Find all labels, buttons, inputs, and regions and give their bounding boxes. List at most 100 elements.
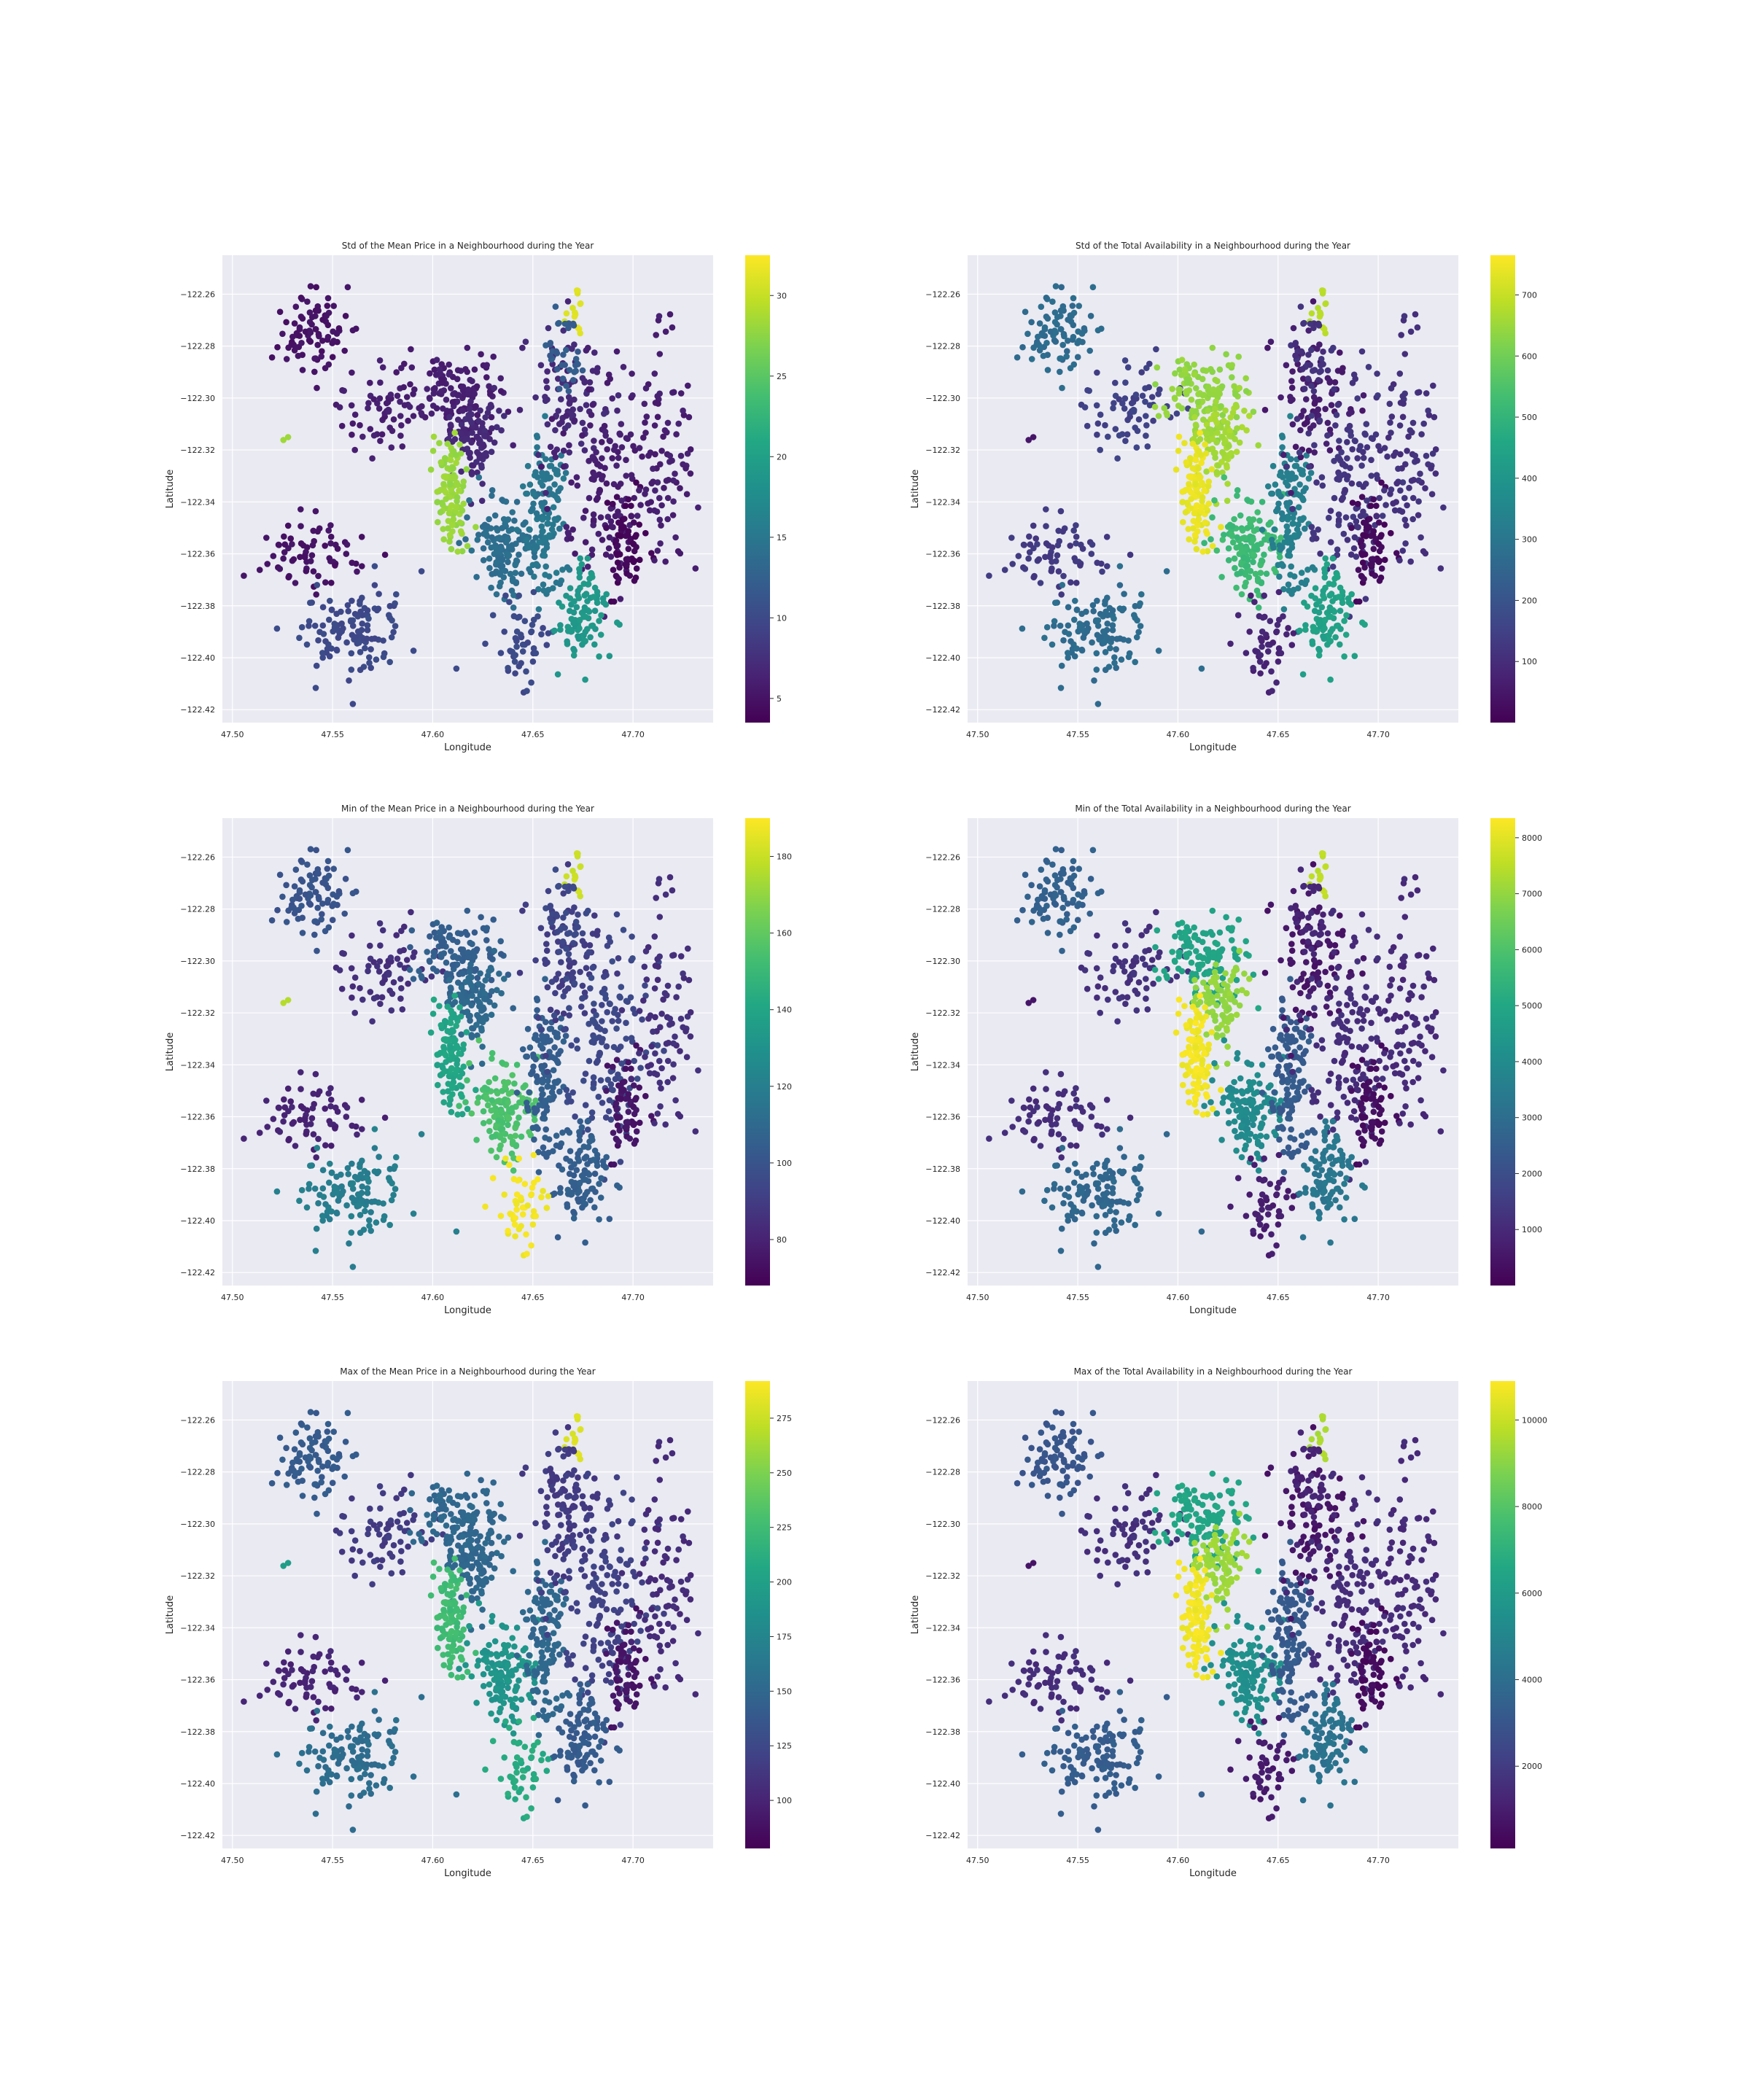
scatter-point	[359, 433, 366, 440]
scatter-point	[499, 1059, 505, 1066]
scatter-point	[592, 457, 599, 464]
scatter-point	[550, 521, 556, 528]
scatter-point	[556, 319, 562, 327]
scatter-point	[368, 646, 374, 653]
scatter-point	[505, 1121, 511, 1129]
scatter-point	[537, 362, 545, 369]
scatter-point	[1057, 918, 1065, 925]
scatter-point	[680, 407, 686, 414]
scatter-point	[1256, 591, 1262, 599]
scatter-point	[429, 448, 437, 454]
scatter-point	[1315, 620, 1322, 626]
scatter-point	[532, 394, 539, 401]
scatter-point	[557, 622, 564, 629]
scatter-point	[656, 914, 664, 920]
scatter-point	[1323, 561, 1331, 568]
scatter-point	[1291, 462, 1299, 470]
scatter-point	[459, 530, 465, 537]
scatter-point	[366, 1217, 373, 1224]
scatter-point	[347, 618, 354, 625]
scatter-point	[1087, 313, 1094, 319]
y-tick-label: −122.40	[180, 653, 215, 663]
scatter-point	[308, 876, 316, 884]
scatter-point	[1154, 364, 1161, 371]
scatter-point	[601, 422, 608, 429]
y-tick-label: −122.30	[925, 394, 960, 403]
scatter-point	[529, 621, 536, 629]
scatter-point	[654, 548, 661, 554]
scatter-point	[403, 394, 411, 400]
scatter-point	[1425, 407, 1431, 414]
scatter-point	[489, 571, 495, 578]
scatter-point	[319, 604, 327, 610]
scatter-point	[1059, 869, 1067, 876]
scatter-point	[489, 1097, 495, 1104]
scatter-point	[505, 1079, 511, 1086]
scatter-point	[1199, 367, 1207, 373]
scatter-point	[313, 284, 320, 291]
scatter-point	[1234, 612, 1242, 618]
scatter-point	[1070, 858, 1077, 865]
scatter-point	[1208, 536, 1214, 542]
scatter-point	[324, 333, 332, 341]
scatter-point	[1418, 534, 1424, 541]
scatter-point	[1344, 455, 1350, 462]
scatter-point	[456, 487, 462, 494]
scatter-point	[530, 491, 537, 497]
scatter-point	[322, 1142, 329, 1148]
scatter-point	[595, 530, 602, 537]
scatter-point	[652, 400, 659, 406]
scatter-point	[656, 1057, 663, 1065]
scatter-point	[280, 437, 287, 443]
scatter-point	[1070, 333, 1077, 341]
scatter-point	[1133, 444, 1140, 451]
scatter-point	[609, 455, 615, 462]
scatter-point	[349, 994, 355, 1001]
scatter-point	[1375, 443, 1382, 450]
scatter-point	[584, 1189, 591, 1195]
scatter-point	[1094, 431, 1100, 438]
scatter-point	[579, 367, 586, 374]
scatter-point	[584, 555, 591, 562]
x-tick-label: 47.65	[521, 730, 545, 739]
scatter-point	[1412, 311, 1419, 318]
scatter-point	[597, 514, 604, 521]
scatter-point	[544, 984, 551, 991]
scatter-point	[483, 450, 489, 456]
scatter-point	[597, 1194, 604, 1201]
scatter-point	[341, 347, 349, 354]
scatter-point	[1264, 648, 1272, 655]
scatter-point	[287, 1098, 295, 1105]
chart-panel: 47.50 47.55 47.60 47.65 47.70−122.26−122.28−…	[165, 241, 787, 753]
scatter-point	[1348, 524, 1355, 532]
scatter-point	[377, 438, 384, 444]
scatter-point	[545, 586, 552, 594]
scatter-point	[446, 934, 453, 941]
scatter-point	[1308, 592, 1315, 599]
scatter-point	[1409, 429, 1415, 436]
scatter-point	[1154, 927, 1161, 934]
scatter-point	[358, 1097, 365, 1103]
scatter-point	[513, 526, 521, 533]
scatter-point	[1059, 306, 1067, 314]
scatter-point	[462, 536, 469, 542]
scatter-point	[1204, 530, 1210, 537]
scatter-point	[582, 1239, 588, 1246]
scatter-point	[1289, 421, 1296, 428]
scatter-point	[376, 591, 382, 597]
scatter-point	[1287, 534, 1294, 541]
x-axis-label: Longitude	[1189, 742, 1237, 753]
scatter-point	[357, 1212, 364, 1218]
scatter-point	[326, 1179, 332, 1186]
scatter-point	[364, 622, 371, 629]
scatter-point	[1199, 392, 1206, 399]
scatter-point	[563, 592, 569, 599]
scatter-point	[1076, 303, 1082, 309]
scatter-point	[435, 1081, 441, 1089]
scatter-point	[381, 1114, 389, 1121]
scatter-point	[1070, 884, 1077, 892]
scatter-point	[486, 1078, 492, 1086]
scatter-point	[1237, 512, 1244, 519]
x-tick-label: 47.70	[621, 730, 645, 739]
y-tick-label: −122.28	[180, 905, 215, 914]
